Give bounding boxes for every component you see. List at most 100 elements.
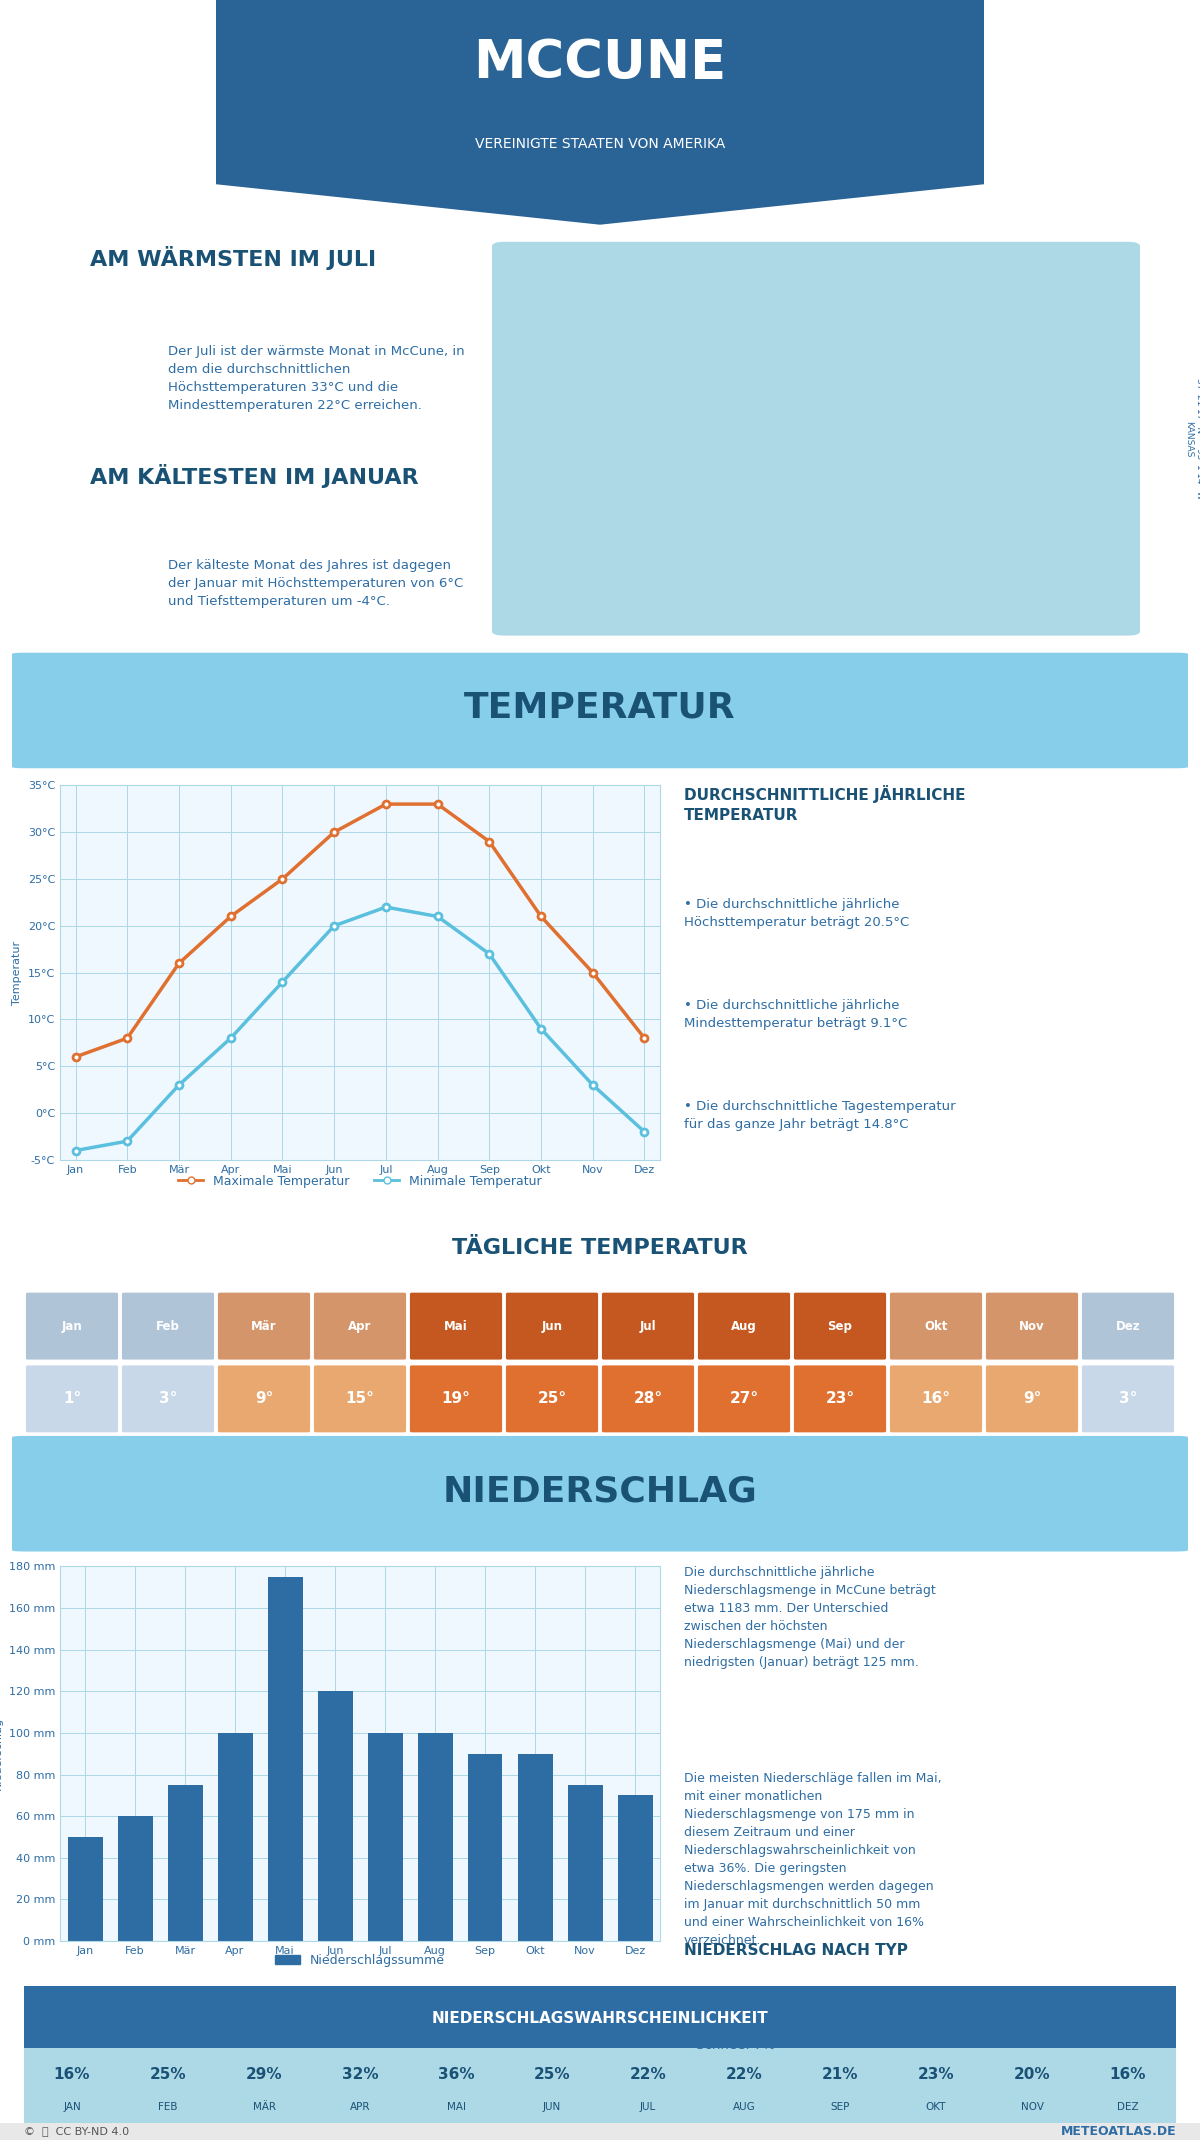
Bar — [318, 1691, 353, 1941]
Text: • Die durchschnittliche jährliche
Mindesttemperatur beträgt 9.1°C: • Die durchschnittliche jährliche Mindes… — [684, 999, 907, 1029]
Bar — [468, 1755, 503, 1941]
Text: NOV: NOV — [1020, 2101, 1044, 2112]
Text: 1°: 1° — [62, 1391, 82, 1406]
Text: TÄGLICHE TEMPERATUR: TÄGLICHE TEMPERATUR — [452, 1237, 748, 1258]
Text: • Regen: 93%: • Regen: 93% — [684, 1997, 776, 2009]
Text: NIEDERSCHLAG NACH TYP: NIEDERSCHLAG NACH TYP — [684, 1943, 908, 1958]
Text: Feb: Feb — [156, 1320, 180, 1333]
Text: NIEDERSCHLAG: NIEDERSCHLAG — [443, 1474, 757, 1509]
Text: 16%: 16% — [1110, 2067, 1146, 2082]
Bar — [67, 1836, 102, 1941]
Text: JUN: JUN — [542, 2101, 562, 2112]
Text: APR: APR — [349, 2101, 371, 2112]
FancyBboxPatch shape — [410, 1293, 502, 1359]
FancyBboxPatch shape — [218, 1293, 310, 1359]
Text: MÄR: MÄR — [252, 2101, 276, 2112]
Text: 37°21'17" N — 95°1'14" W
KANSAS: 37°21'17" N — 95°1'14" W KANSAS — [1184, 379, 1200, 499]
FancyBboxPatch shape — [506, 1293, 598, 1359]
Bar — [367, 1733, 402, 1941]
Text: 32%: 32% — [342, 2067, 378, 2082]
Text: 36%: 36% — [438, 2067, 474, 2082]
Y-axis label: Niederschlag: Niederschlag — [0, 1716, 4, 1791]
Text: AUG: AUG — [733, 2101, 755, 2112]
Text: SEP: SEP — [830, 2101, 850, 2112]
Text: Aug: Aug — [731, 1320, 757, 1333]
FancyBboxPatch shape — [1082, 1365, 1174, 1432]
Y-axis label: Temperatur: Temperatur — [12, 942, 23, 1004]
Text: 23°: 23° — [826, 1391, 854, 1406]
Text: DEZ: DEZ — [1117, 2101, 1139, 2112]
Text: Sep: Sep — [828, 1320, 852, 1333]
Text: Die durchschnittliche jährliche
Niederschlagsmenge in McCune beträgt
etwa 1183 m: Die durchschnittliche jährliche Niedersc… — [684, 1566, 936, 1669]
Text: 3°: 3° — [1118, 1391, 1138, 1406]
FancyBboxPatch shape — [12, 653, 1188, 768]
FancyBboxPatch shape — [602, 1365, 694, 1432]
Text: 22%: 22% — [630, 2067, 666, 2082]
Text: Dez: Dez — [1116, 1320, 1140, 1333]
Text: 21%: 21% — [822, 2067, 858, 2082]
FancyBboxPatch shape — [24, 2048, 1176, 2129]
Text: MCCUNE: MCCUNE — [474, 36, 726, 90]
Text: 29%: 29% — [246, 2067, 282, 2082]
FancyBboxPatch shape — [314, 1293, 406, 1359]
Text: AM KÄLTESTEN IM JANUAR: AM KÄLTESTEN IM JANUAR — [90, 464, 419, 488]
Text: 25%: 25% — [150, 2067, 186, 2082]
FancyBboxPatch shape — [986, 1365, 1078, 1432]
Text: 22%: 22% — [726, 2067, 762, 2082]
FancyBboxPatch shape — [506, 1365, 598, 1432]
FancyBboxPatch shape — [314, 1365, 406, 1432]
Text: Jul: Jul — [640, 1320, 656, 1333]
FancyBboxPatch shape — [492, 242, 1140, 636]
FancyBboxPatch shape — [794, 1293, 886, 1359]
Text: Jun: Jun — [541, 1320, 563, 1333]
FancyBboxPatch shape — [890, 1365, 982, 1432]
Text: TEMPERATUR: TEMPERATUR — [464, 691, 736, 725]
Text: 20%: 20% — [1014, 2067, 1050, 2082]
Text: 27°: 27° — [730, 1391, 758, 1406]
Bar — [517, 1755, 552, 1941]
Text: AM WÄRMSTEN IM JULI: AM WÄRMSTEN IM JULI — [90, 246, 376, 270]
FancyBboxPatch shape — [602, 1293, 694, 1359]
Text: 25°: 25° — [538, 1391, 566, 1406]
Text: 9°: 9° — [254, 1391, 274, 1406]
Legend: Maximale Temperatur, Minimale Temperatur: Maximale Temperatur, Minimale Temperatur — [173, 1171, 547, 1192]
FancyBboxPatch shape — [410, 1365, 502, 1432]
FancyBboxPatch shape — [1082, 1293, 1174, 1359]
FancyBboxPatch shape — [794, 1365, 886, 1432]
FancyBboxPatch shape — [698, 1365, 790, 1432]
Bar — [618, 1795, 653, 1941]
Text: Die meisten Niederschläge fallen im Mai,
mit einer monatlichen
Niederschlagsmeng: Die meisten Niederschläge fallen im Mai,… — [684, 1772, 942, 1947]
Text: 16°: 16° — [922, 1391, 950, 1406]
Text: Mär: Mär — [251, 1320, 277, 1333]
FancyBboxPatch shape — [986, 1293, 1078, 1359]
Bar — [418, 1733, 452, 1941]
Text: 16%: 16% — [54, 2067, 90, 2082]
Text: Nov: Nov — [1019, 1320, 1045, 1333]
Text: JUL: JUL — [640, 2101, 656, 2112]
Text: VEREINIGTE STAATEN VON AMERIKA: VEREINIGTE STAATEN VON AMERIKA — [475, 137, 725, 150]
Text: • Die durchschnittliche jährliche
Höchsttemperatur beträgt 20.5°C: • Die durchschnittliche jährliche Höchst… — [684, 899, 910, 929]
FancyBboxPatch shape — [122, 1293, 214, 1359]
Text: 28°: 28° — [634, 1391, 662, 1406]
Legend: Niederschlagssumme: Niederschlagssumme — [270, 1950, 450, 1971]
FancyBboxPatch shape — [26, 1365, 118, 1432]
FancyBboxPatch shape — [12, 1436, 1188, 1552]
Text: Okt: Okt — [924, 1320, 948, 1333]
Text: METEOATLAS.DE: METEOATLAS.DE — [1061, 2125, 1176, 2138]
Polygon shape — [216, 0, 984, 225]
Text: OKT: OKT — [925, 2101, 947, 2112]
Text: • Die durchschnittliche Tagestemperatur
für das ganze Jahr beträgt 14.8°C: • Die durchschnittliche Tagestemperatur … — [684, 1100, 955, 1130]
FancyBboxPatch shape — [698, 1293, 790, 1359]
FancyBboxPatch shape — [0, 2123, 1200, 2140]
Text: MAI: MAI — [446, 2101, 466, 2112]
Text: • Schnee: 7%: • Schnee: 7% — [684, 2039, 775, 2052]
Text: 15°: 15° — [346, 1391, 374, 1406]
FancyBboxPatch shape — [218, 1365, 310, 1432]
Text: Der Juli ist der wärmste Monat in McCune, in
dem die durchschnittlichen
Höchstte: Der Juli ist der wärmste Monat in McCune… — [168, 345, 464, 411]
Text: 19°: 19° — [442, 1391, 470, 1406]
FancyBboxPatch shape — [122, 1365, 214, 1432]
Bar — [168, 1785, 203, 1941]
FancyBboxPatch shape — [12, 1986, 1188, 2050]
FancyBboxPatch shape — [890, 1293, 982, 1359]
FancyBboxPatch shape — [26, 1293, 118, 1359]
